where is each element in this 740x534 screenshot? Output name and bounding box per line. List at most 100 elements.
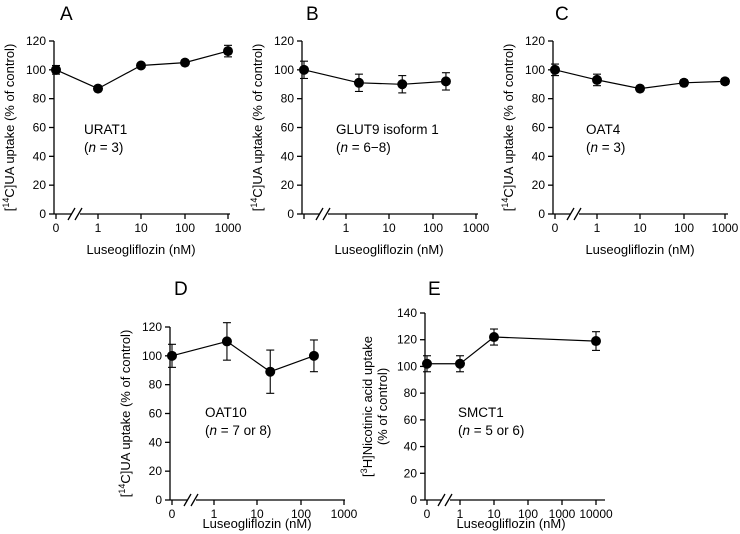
y-tick-label: 120	[525, 34, 545, 48]
x-tick-label: 10	[250, 507, 264, 521]
x-tick-label: 1	[594, 221, 601, 235]
data-point	[353, 77, 364, 88]
x-tick-label: 1	[95, 221, 102, 235]
panel-d: D 0 20 40 60 80 100 120 0 1 10 100 1000 Luseogliflozi…	[117, 279, 358, 531]
x-axis-break-mark	[183, 493, 192, 507]
x-tick-label: 100	[291, 507, 311, 521]
y-tick-label: 120	[397, 333, 417, 347]
x-tick-label: 100	[175, 221, 195, 235]
x-tick-label: 100	[674, 221, 694, 235]
sample-size: (n = 3)	[84, 140, 123, 155]
data-point	[550, 64, 560, 75]
y-tick-label: 60	[281, 121, 295, 135]
x-axis-label: Luseogliflozin (nM)	[86, 242, 195, 257]
y-axis-label: [14C]UA uptake (% of control)	[117, 330, 133, 498]
series-line	[97, 50, 229, 90]
y-tick-label: 80	[281, 92, 295, 106]
data-point	[592, 74, 602, 85]
y-axis-label-line2: (% of control)	[375, 368, 390, 445]
y-tick-label: 40	[281, 149, 295, 163]
y-tick-label: 80	[404, 386, 418, 400]
y-tick-label: 40	[404, 440, 418, 454]
series-line-segment	[554, 69, 598, 81]
x-tick-label: 100	[423, 221, 443, 235]
panel-letter: A	[60, 4, 73, 25]
y-tick-label: 80	[149, 378, 163, 392]
y-tick-label: 60	[149, 407, 163, 421]
y-tick-label: 20	[33, 178, 47, 192]
data-point	[223, 46, 233, 57]
x-tick-label: 1000	[215, 221, 242, 235]
panel-a: A 0 20 40 60 80 100 120 0 1 10 100 1000 Luseogliflozi…	[1, 4, 242, 257]
y-tick-label: 100	[142, 349, 162, 363]
y-tick-label: 100	[274, 63, 294, 77]
y-tick-label: 0	[410, 493, 417, 507]
y-tick-label: 0	[39, 207, 46, 221]
data-point	[720, 76, 730, 87]
x-tick-label: 10	[382, 221, 396, 235]
transporter-name: GLUT9 isoform 1	[336, 122, 439, 137]
y-tick-label: 80	[33, 92, 47, 106]
x-tick-label: 10000	[579, 507, 613, 521]
transporter-name: OAT10	[205, 405, 247, 420]
x-tick-label: 0	[424, 507, 431, 521]
transporter-name: SMCT1	[458, 405, 504, 420]
x-tick-label: 0	[53, 221, 60, 235]
y-tick-label: 0	[287, 207, 294, 221]
x-tick-label: 1000	[331, 507, 358, 521]
y-tick-label: 40	[532, 149, 546, 163]
data-point	[308, 350, 319, 361]
y-axis-label: [14C]UA uptake (% of control)	[500, 44, 516, 212]
sample-size: (n = 5 or 6)	[458, 423, 524, 438]
x-axis-break-mark	[190, 493, 199, 507]
x-axis-break-mark	[67, 207, 76, 221]
data-point	[167, 350, 177, 361]
data-point	[591, 336, 601, 347]
y-tick-label: 120	[274, 34, 294, 48]
data-point	[489, 332, 499, 343]
x-axis-break-mark	[437, 493, 446, 507]
data-point	[136, 60, 146, 71]
transporter-name: URAT1	[84, 122, 127, 137]
x-tick-label: 1	[211, 507, 218, 521]
y-tick-label: 0	[155, 493, 162, 507]
data-point	[265, 366, 276, 377]
y-axis-label: [14C]UA uptake (% of control)	[249, 44, 265, 212]
data-point	[51, 64, 61, 75]
panel-letter: B	[306, 4, 319, 25]
sample-size: (n = 6−8)	[336, 140, 391, 155]
x-axis-label: Luseogliflozin (nM)	[585, 242, 694, 257]
panel-letter: D	[174, 279, 188, 300]
x-axis-break-mark	[315, 207, 324, 221]
panel-letter: E	[428, 279, 441, 300]
data-point	[180, 57, 190, 68]
x-tick-label: 1	[457, 507, 464, 521]
panel-letter: C	[555, 4, 569, 25]
sample-size: (n = 3)	[586, 140, 625, 155]
x-axis-label: Luseogliflozin (nM)	[456, 516, 565, 531]
data-point	[455, 358, 465, 369]
panel-e: E 0 20 40 60 80 100 120 140 0 1 10 100 1000 10000 Luseo…	[359, 279, 613, 531]
x-tick-label: 100	[518, 507, 538, 521]
series-line	[459, 336, 597, 365]
series-line-segment	[55, 69, 99, 90]
x-tick-label: 10	[487, 507, 501, 521]
x-tick-label: 1	[343, 221, 350, 235]
data-point	[635, 83, 645, 94]
x-axis-break-mark	[566, 207, 575, 221]
x-axis-break-mark	[322, 207, 331, 221]
x-tick-label: 0	[169, 507, 176, 521]
series-line	[596, 79, 726, 90]
y-tick-label: 60	[532, 121, 546, 135]
y-tick-label: 100	[525, 63, 545, 77]
transporter-name: OAT4	[586, 122, 621, 137]
x-axis-break-mark	[74, 207, 83, 221]
y-tick-label: 20	[149, 464, 163, 478]
y-tick-label: 60	[404, 413, 418, 427]
data-point	[93, 83, 103, 94]
sample-size: (n = 7 or 8)	[205, 423, 271, 438]
y-tick-label: 40	[33, 149, 47, 163]
x-axis-label: Luseogliflozin (nM)	[202, 516, 311, 531]
